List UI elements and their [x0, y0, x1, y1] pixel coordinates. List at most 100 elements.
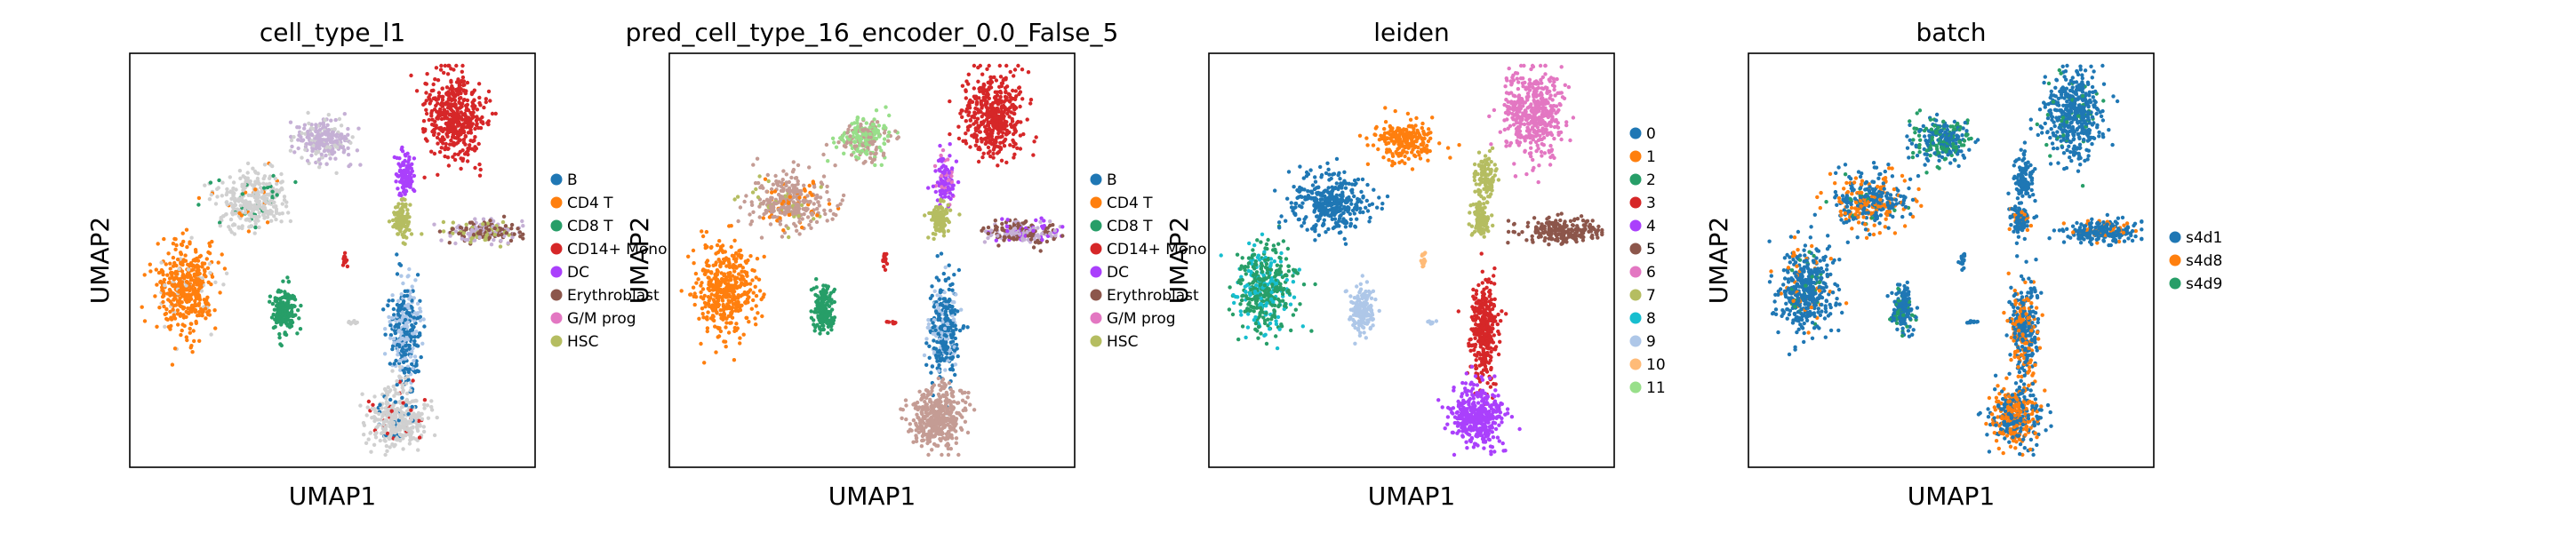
point: [284, 204, 289, 209]
point: [186, 267, 191, 272]
point: [939, 173, 944, 179]
point: [933, 189, 939, 195]
point: [164, 306, 169, 312]
point: [988, 120, 992, 125]
point: [416, 369, 420, 374]
point: [199, 289, 204, 293]
point: [447, 91, 452, 97]
point: [731, 302, 736, 306]
point: [947, 195, 951, 199]
point: [940, 156, 945, 161]
point: [392, 155, 396, 160]
point: [771, 215, 775, 219]
point: [393, 330, 397, 336]
point: [946, 187, 950, 192]
point: [172, 346, 178, 351]
point: [1040, 237, 1044, 243]
point: [210, 274, 215, 279]
point: [410, 322, 414, 328]
point: [732, 276, 737, 281]
point: [256, 219, 260, 223]
point: [521, 236, 525, 241]
point: [319, 152, 324, 156]
point: [366, 437, 371, 442]
point: [993, 219, 998, 223]
point: [328, 145, 332, 150]
point: [177, 266, 181, 271]
point: [228, 175, 232, 179]
point: [445, 72, 451, 76]
point: [438, 107, 443, 112]
point: [286, 279, 292, 284]
point: [235, 207, 240, 211]
point: [496, 233, 500, 237]
point: [209, 332, 213, 337]
point: [1038, 249, 1043, 253]
point: [989, 80, 995, 84]
point: [968, 98, 972, 103]
point: [725, 304, 730, 309]
point: [936, 158, 941, 163]
point: [748, 254, 753, 259]
point: [1006, 108, 1012, 114]
point: [198, 285, 203, 290]
point: [700, 229, 704, 234]
point: [156, 242, 160, 246]
point: [716, 258, 721, 262]
point: [308, 141, 314, 146]
point: [400, 346, 405, 352]
point: [222, 266, 228, 271]
point: [259, 186, 263, 190]
point: [759, 201, 764, 206]
point: [983, 129, 988, 134]
point: [161, 289, 165, 293]
point: [740, 274, 745, 279]
point: [488, 99, 492, 103]
point: [281, 306, 286, 310]
point: [825, 219, 829, 223]
point: [271, 312, 276, 317]
point: [852, 121, 857, 125]
point: [801, 207, 805, 211]
point: [369, 449, 373, 454]
point: [805, 215, 811, 219]
point: [980, 115, 984, 119]
point: [196, 279, 201, 283]
point: [1008, 226, 1013, 230]
point: [852, 130, 856, 135]
point: [422, 406, 427, 410]
point: [964, 88, 968, 92]
point: [442, 126, 447, 131]
point: [926, 235, 931, 240]
point: [395, 391, 399, 396]
point: [784, 183, 788, 188]
point: [757, 204, 762, 209]
point: [273, 176, 278, 181]
point: [413, 398, 418, 403]
point: [981, 98, 986, 102]
point: [849, 153, 854, 157]
point: [720, 295, 725, 299]
point: [1004, 76, 1008, 81]
point: [172, 236, 177, 242]
point: [473, 145, 477, 149]
point: [291, 293, 295, 298]
point: [289, 323, 294, 329]
point: [404, 352, 408, 357]
point: [702, 293, 707, 298]
point: [506, 227, 511, 233]
point: [225, 187, 229, 192]
point: [224, 192, 228, 197]
point: [410, 169, 414, 173]
point: [1048, 231, 1052, 236]
point: [812, 202, 816, 206]
point: [398, 163, 403, 169]
point: [403, 192, 407, 196]
point: [938, 169, 942, 173]
point: [947, 178, 951, 182]
point: [279, 219, 284, 224]
point: [462, 111, 468, 116]
point: [879, 163, 884, 167]
point: [986, 235, 990, 241]
point: [934, 212, 940, 217]
